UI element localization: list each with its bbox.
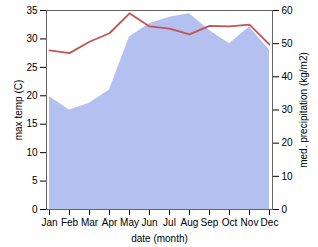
svg-text:Feb: Feb [61,217,79,228]
svg-text:Oct: Oct [222,217,238,228]
svg-text:med. precipitation (kg/m2): med. precipitation (kg/m2) [298,52,309,168]
svg-text:0: 0 [282,204,288,215]
svg-text:May: May [120,217,139,228]
svg-text:20: 20 [282,137,294,148]
svg-text:Sep: Sep [201,217,219,228]
svg-text:60: 60 [282,5,294,16]
svg-text:30: 30 [282,104,294,115]
svg-text:Jan: Jan [41,217,57,228]
svg-text:10: 10 [26,147,38,158]
svg-text:50: 50 [282,38,294,49]
svg-text:10: 10 [282,171,294,182]
svg-text:0: 0 [32,204,38,215]
svg-text:5: 5 [32,175,38,186]
svg-text:25: 25 [26,62,38,73]
svg-text:Mar: Mar [81,217,99,228]
svg-text:Nov: Nov [241,217,259,228]
svg-text:Dec: Dec [261,217,279,228]
svg-text:Apr: Apr [102,217,118,228]
svg-text:35: 35 [26,5,38,16]
svg-text:15: 15 [26,118,38,129]
svg-text:max temp (C): max temp (C) [13,80,24,141]
svg-text:Aug: Aug [181,217,199,228]
svg-text:Jul: Jul [163,217,176,228]
svg-text:30: 30 [26,33,38,44]
svg-text:20: 20 [26,90,38,101]
svg-text:date (month): date (month) [131,233,188,244]
svg-text:Jun: Jun [141,217,157,228]
svg-text:40: 40 [282,71,294,82]
